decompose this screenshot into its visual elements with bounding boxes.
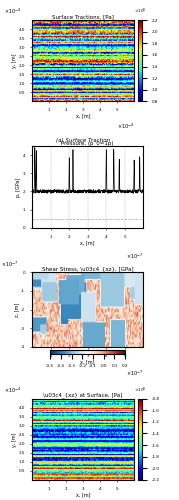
- Text: $\times 10^{-7}$: $\times 10^{-7}$: [126, 369, 143, 378]
- Title: Pressure, (p_0=1p): Pressure, (p_0=1p): [61, 140, 114, 146]
- Title: \u03c4_{xz} at Surface, [Pa]: \u03c4_{xz} at Surface, [Pa]: [43, 392, 123, 398]
- Text: $\times 10^{-7}$: $\times 10^{-7}$: [1, 260, 18, 268]
- X-axis label: x, [m]: x, [m]: [80, 359, 95, 364]
- Text: $\times 10^{-4}$: $\times 10^{-4}$: [4, 385, 21, 394]
- Title: Shear Stress, \u03c4_{xz}, [GPa]: Shear Stress, \u03c4_{xz}, [GPa]: [42, 266, 134, 272]
- Text: $\times 10^{-7}$: $\times 10^{-7}$: [126, 252, 143, 262]
- X-axis label: x, [m]: x, [m]: [76, 492, 90, 498]
- Text: (b) Pressure: (b) Pressure: [71, 410, 104, 415]
- X-axis label: x, [m]: x, [m]: [80, 240, 95, 245]
- Y-axis label: y, [m]: y, [m]: [12, 54, 17, 68]
- X-axis label: x, [m]: x, [m]: [76, 114, 90, 118]
- Text: $\times 10^{-4}$: $\times 10^{-4}$: [117, 122, 134, 131]
- Text: $\times 10^{-4}$: $\times 10^{-4}$: [4, 6, 21, 16]
- Text: $\times 10^9$: $\times 10^9$: [134, 7, 146, 16]
- Text: $\times 10^9$: $\times 10^9$: [134, 386, 146, 395]
- Y-axis label: z, [m]: z, [m]: [15, 302, 20, 316]
- Y-axis label: y, [m]: y, [m]: [12, 432, 17, 446]
- Text: (a) Surface Traction: (a) Surface Traction: [56, 138, 110, 143]
- Y-axis label: p, [GPa]: p, [GPa]: [16, 178, 21, 197]
- Title: Surface Tractions, [Pa]: Surface Tractions, [Pa]: [52, 14, 114, 19]
